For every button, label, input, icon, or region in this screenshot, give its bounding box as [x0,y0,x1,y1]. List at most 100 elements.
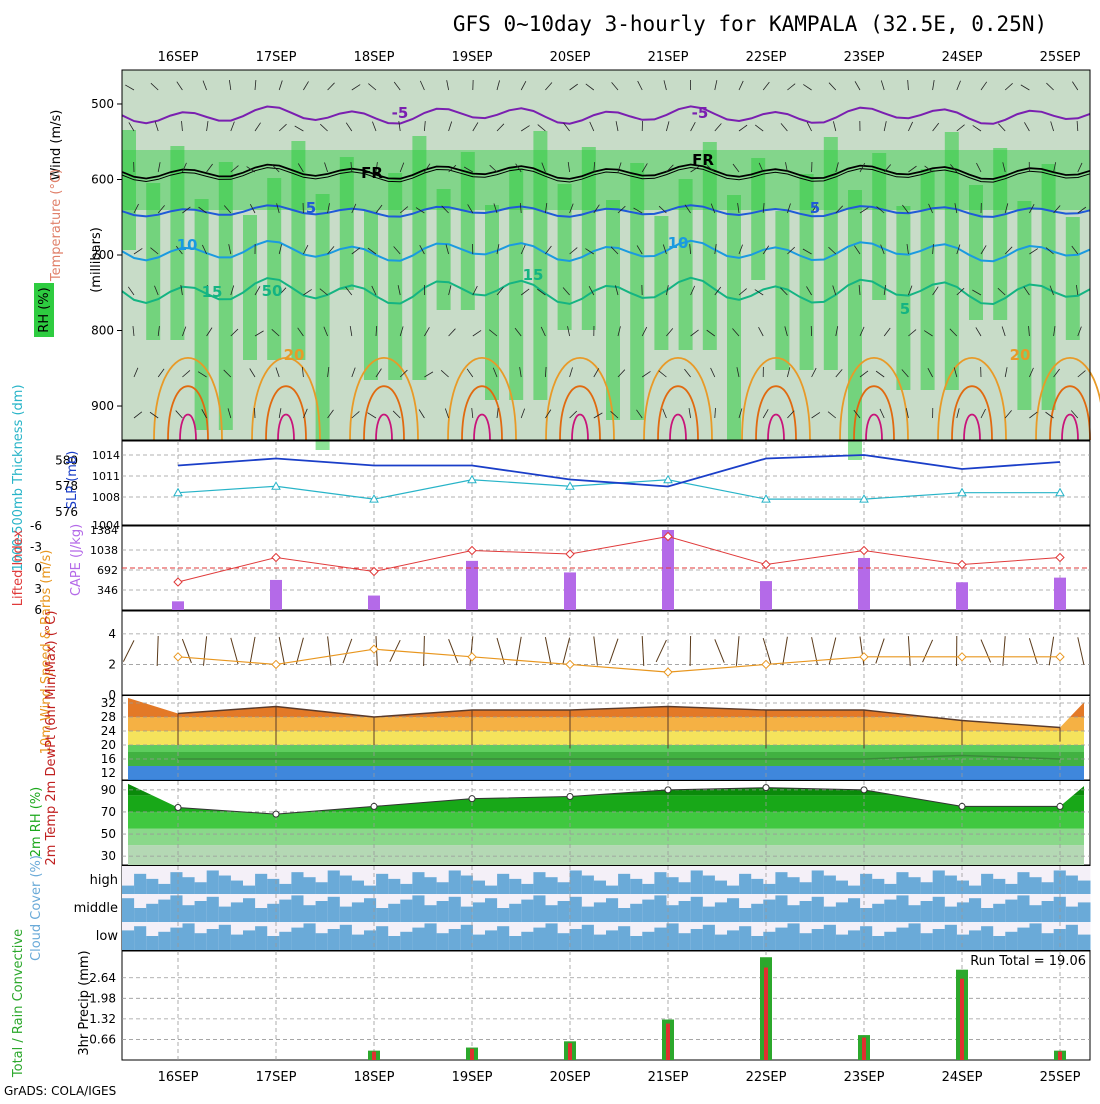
day-label-bottom: 23SEP [844,1070,885,1085]
cloud-fill [800,933,813,950]
cloud-fill [1017,872,1030,894]
cloud-fill [231,881,244,894]
cloud-fill [945,925,958,950]
cloud-fill [412,928,425,950]
cloud-fill [461,876,474,894]
cloud-fill [497,874,510,894]
cloud-fill [158,932,171,950]
cloud-fill [872,936,885,950]
cloud-fill [364,898,377,922]
cloud-fill [533,928,546,950]
cloud-fill [909,905,922,922]
cloud-fill [449,929,462,950]
cloud-fill [291,895,304,922]
cloud-fill [594,881,607,894]
cloud-fill [219,876,232,894]
wind-barb-10m [1029,638,1037,663]
ylabel-temperature: Temperature (°C) [49,169,64,282]
cloud-fill [485,886,498,894]
cloud-fill [945,907,958,922]
cloud-fill [788,905,801,922]
wind-barb-10m [449,639,458,663]
cloud-fill [521,884,534,894]
wind-barb-10m [424,636,425,666]
wind-speed-marker [272,660,280,668]
cloud-fill [969,886,982,894]
rh-tick-label: 90 [101,783,116,797]
cloud-fill [558,882,571,894]
wind-barb-10m [563,638,570,665]
cloud-fill [848,886,861,894]
cloud-fill [824,925,837,950]
cloud-fill [243,886,256,894]
cloud-fill [207,929,220,950]
wind-barb-10m [876,639,884,664]
cloud-fill [243,930,256,950]
cloud-fill [207,897,220,922]
cloud-fill [727,886,740,894]
cloud-fill [485,930,498,950]
cloud-fill [231,935,244,950]
cloud-fill [1030,877,1043,894]
cloud-fill [412,895,425,922]
cloud-fill [255,874,268,894]
contour-label: 10 [668,234,689,252]
temp-tick-label: 20 [101,738,116,752]
slp-line [178,455,1060,487]
day-label-top: 19SEP [452,50,493,65]
cloud-fill [945,876,958,894]
rh-marker [567,793,573,799]
precip-tick-label: 2.64 [89,971,116,985]
cloud-fill [763,884,776,894]
cloud-fill [727,930,740,950]
wind-speed-marker [664,668,672,676]
ylabel-cape: CAPE (J/kg) [69,524,84,596]
precip-tick-label: 1.98 [89,991,116,1005]
cloud-fill [328,929,341,950]
cloud-fill [933,929,946,950]
cloud-fill [981,908,994,922]
wind-speed-marker [860,653,868,661]
cloud-fill [570,870,583,894]
wind-barb-10m [594,636,598,665]
ylabel-precip-type: Total / Rain Convective [11,929,26,1078]
day-label-top: 17SEP [256,50,297,65]
cloud-fill [981,874,994,894]
rh-marker [959,803,965,809]
precip-tick-label: 0.66 [89,1032,116,1046]
cloud-fill [788,877,801,894]
cloud-fill [304,923,317,950]
cloud-fill [1078,881,1091,894]
cloud-fill [606,930,619,950]
cape-bar [956,582,968,610]
cloud-fill [884,932,897,950]
cloud-fill [473,935,486,950]
wind-barb-10m [250,637,255,665]
day-label-bottom: 20SEP [550,1070,591,1085]
day-label-bottom: 25SEP [1040,1070,1081,1085]
wind-barb-10m [182,639,191,663]
cloud-fill [461,907,474,922]
cloud-fill [1017,928,1030,950]
day-label-top: 22SEP [746,50,787,65]
cloud-fill [788,923,801,950]
wind-speed-marker [468,653,476,661]
cloud-fill [170,895,183,922]
wind-barb-10m [231,638,238,664]
wind-speed-marker [174,653,182,661]
cloud-fill [231,902,244,922]
cloud-fill [267,879,280,894]
cloud-fill [340,925,353,950]
cloud-fill [1042,933,1055,950]
lifted-index-marker [272,554,280,562]
contour-label: 5 [306,199,316,217]
wind-barb-10m [981,640,991,663]
temp-tick-label: 16 [101,752,116,766]
temp-band [128,731,1084,745]
rh-band [128,829,1084,846]
rh-band [128,812,1084,829]
cloud-fill [134,908,147,922]
cloud-fill [715,881,728,894]
cloud-fill [461,925,474,950]
